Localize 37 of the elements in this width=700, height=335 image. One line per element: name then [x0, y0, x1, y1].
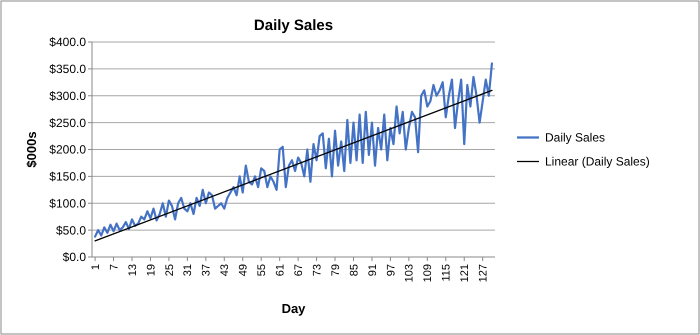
x-tick-label: 97 [385, 264, 398, 276]
x-tick-label: 55 [256, 264, 268, 276]
x-tick-label: 115 [440, 264, 453, 282]
x-tick-label: 1 [90, 264, 102, 270]
x-tick-label: 49 [238, 264, 250, 276]
y-tick-label: $200.0 [49, 142, 86, 157]
x-tick-label: 91 [366, 264, 379, 276]
legend-label: Linear (Daily Sales) [545, 154, 650, 169]
x-tick-label: 67 [292, 264, 305, 276]
y-tick-label: $50.0 [56, 223, 86, 238]
y-tick-label: $250.0 [49, 116, 86, 130]
x-tick-label: 61 [274, 264, 287, 276]
x-tick-label: 13 [126, 264, 139, 276]
y-tick-label: $400.0 [49, 35, 86, 50]
x-tick-label: 31 [182, 264, 194, 276]
x-tick-label: 127 [478, 264, 490, 282]
x-tick-label: 7 [108, 264, 120, 270]
x-tick-label: 37 [200, 264, 213, 276]
legend-label: Daily Sales [545, 130, 606, 145]
x-tick-label: 103 [404, 264, 416, 282]
x-tick-label: 85 [348, 264, 360, 276]
x-tick-label: 25 [164, 264, 176, 276]
y-tick-label: $350.0 [49, 62, 86, 76]
y-tick-label: $300.0 [49, 88, 86, 103]
x-tick-label: 73 [311, 264, 324, 276]
x-tick-label: 43 [219, 264, 232, 276]
y-tick-label: $100.0 [49, 196, 86, 210]
y-tick-label: $150.0 [49, 170, 86, 184]
line-series [94, 62, 494, 238]
x-tick-label: 19 [145, 264, 158, 276]
x-tick-label: 79 [330, 264, 342, 276]
x-tick-label: 121 [459, 264, 472, 282]
x-axis-title: Day [282, 301, 306, 316]
y-tick-label: $0.0 [62, 250, 86, 264]
chart-title: Daily Sales [254, 17, 334, 34]
x-tick-label: 109 [422, 264, 434, 282]
y-axis-title: $000s [24, 131, 39, 168]
